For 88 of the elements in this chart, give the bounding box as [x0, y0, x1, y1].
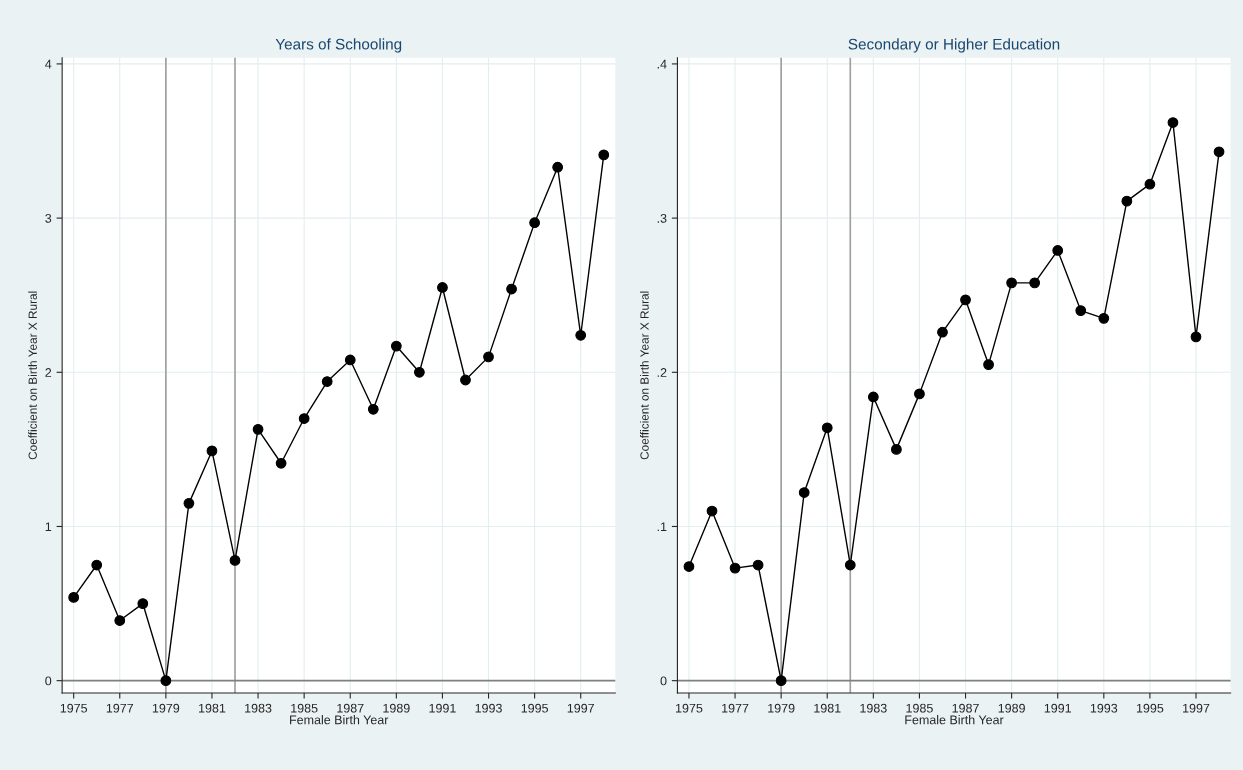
point	[1144, 178, 1156, 190]
point	[91, 559, 103, 571]
point	[1190, 331, 1202, 343]
x-tick-label: 1977	[722, 703, 749, 713]
point	[729, 562, 741, 574]
point	[752, 559, 764, 571]
point	[598, 149, 610, 161]
x-tick-label: 1997	[1183, 703, 1210, 713]
point	[275, 457, 287, 469]
x-tick-label: 1981	[199, 703, 226, 713]
x-tick-label: 1989	[383, 703, 410, 713]
y-tick-label: 3	[45, 213, 52, 223]
point	[437, 282, 448, 293]
y-tick-label: .2	[657, 368, 667, 377]
point	[1006, 277, 1017, 289]
chart-title: Years of Schooling	[275, 38, 402, 53]
point	[1098, 312, 1110, 324]
point	[183, 497, 195, 509]
point	[460, 374, 471, 386]
point	[844, 559, 856, 571]
y-tick-label: .1	[657, 522, 667, 532]
point	[683, 561, 695, 572]
x-axis-title: Female Birth Year	[290, 715, 389, 725]
y-tick-label: 4	[45, 59, 52, 69]
point	[1029, 277, 1041, 289]
point	[506, 283, 517, 295]
point	[298, 413, 310, 424]
point	[414, 366, 425, 378]
x-tick-label: 1983	[860, 703, 887, 713]
x-tick-label: 1987	[952, 703, 979, 713]
x-tick-label: 1983	[245, 703, 272, 713]
y-tick-label: 0	[660, 676, 667, 686]
x-tick-label: 1991	[1044, 703, 1072, 713]
chart-title: Secondary or Higher Education	[848, 38, 1060, 53]
y-tick-label: .4	[657, 59, 667, 69]
x-tick-label: 1975	[60, 703, 88, 713]
y-tick-label: .3	[657, 213, 667, 223]
point	[1052, 245, 1064, 256]
point	[252, 423, 264, 435]
y-axis-title: Coefficient on Birth Year X Rural	[640, 291, 649, 460]
y-tick-label: 2	[45, 368, 52, 377]
x-tick-label: 1981	[814, 703, 841, 713]
point	[775, 675, 787, 687]
point	[229, 555, 241, 566]
point	[114, 615, 126, 626]
point	[160, 675, 172, 687]
point	[390, 340, 402, 352]
y-axis-title: Coefficient on Birth Year X Rural	[28, 291, 37, 460]
y-tick-label: 1	[45, 522, 52, 532]
x-tick-label: 1985	[291, 703, 318, 713]
point	[321, 376, 333, 387]
point	[1167, 117, 1179, 128]
point	[937, 326, 948, 338]
x-tick-label: 1993	[1090, 703, 1118, 713]
point	[1121, 195, 1133, 207]
x-tick-label: 1985	[906, 703, 933, 713]
x-tick-label: 1989	[998, 703, 1025, 713]
point	[575, 329, 587, 341]
point	[1075, 305, 1087, 316]
point	[529, 217, 540, 229]
point	[706, 505, 718, 517]
point	[914, 388, 925, 400]
point	[483, 351, 494, 363]
x-tick-label: 1987	[337, 703, 364, 713]
point	[137, 598, 149, 609]
point	[983, 359, 994, 370]
x-tick-label: 1997	[567, 703, 594, 713]
x-tick-label: 1991	[429, 703, 456, 713]
x-tick-label: 1977	[106, 703, 134, 713]
point	[867, 391, 879, 403]
point	[344, 354, 356, 366]
point	[821, 422, 833, 434]
x-tick-label: 1979	[768, 703, 795, 713]
x-tick-label: 1975	[676, 703, 703, 713]
x-tick-label: 1995	[1136, 703, 1164, 713]
point	[960, 294, 971, 306]
point	[206, 445, 218, 457]
x-tick-label: 1995	[521, 703, 548, 713]
point	[798, 487, 810, 498]
point	[891, 444, 902, 455]
point	[367, 403, 379, 415]
x-axis-title: Female Birth Year	[905, 715, 1004, 725]
point	[68, 592, 80, 603]
x-tick-label: 1979	[152, 703, 180, 713]
point	[552, 161, 564, 173]
point	[1213, 146, 1225, 158]
x-tick-label: 1993	[475, 703, 502, 713]
y-tick-label: 0	[45, 676, 52, 686]
